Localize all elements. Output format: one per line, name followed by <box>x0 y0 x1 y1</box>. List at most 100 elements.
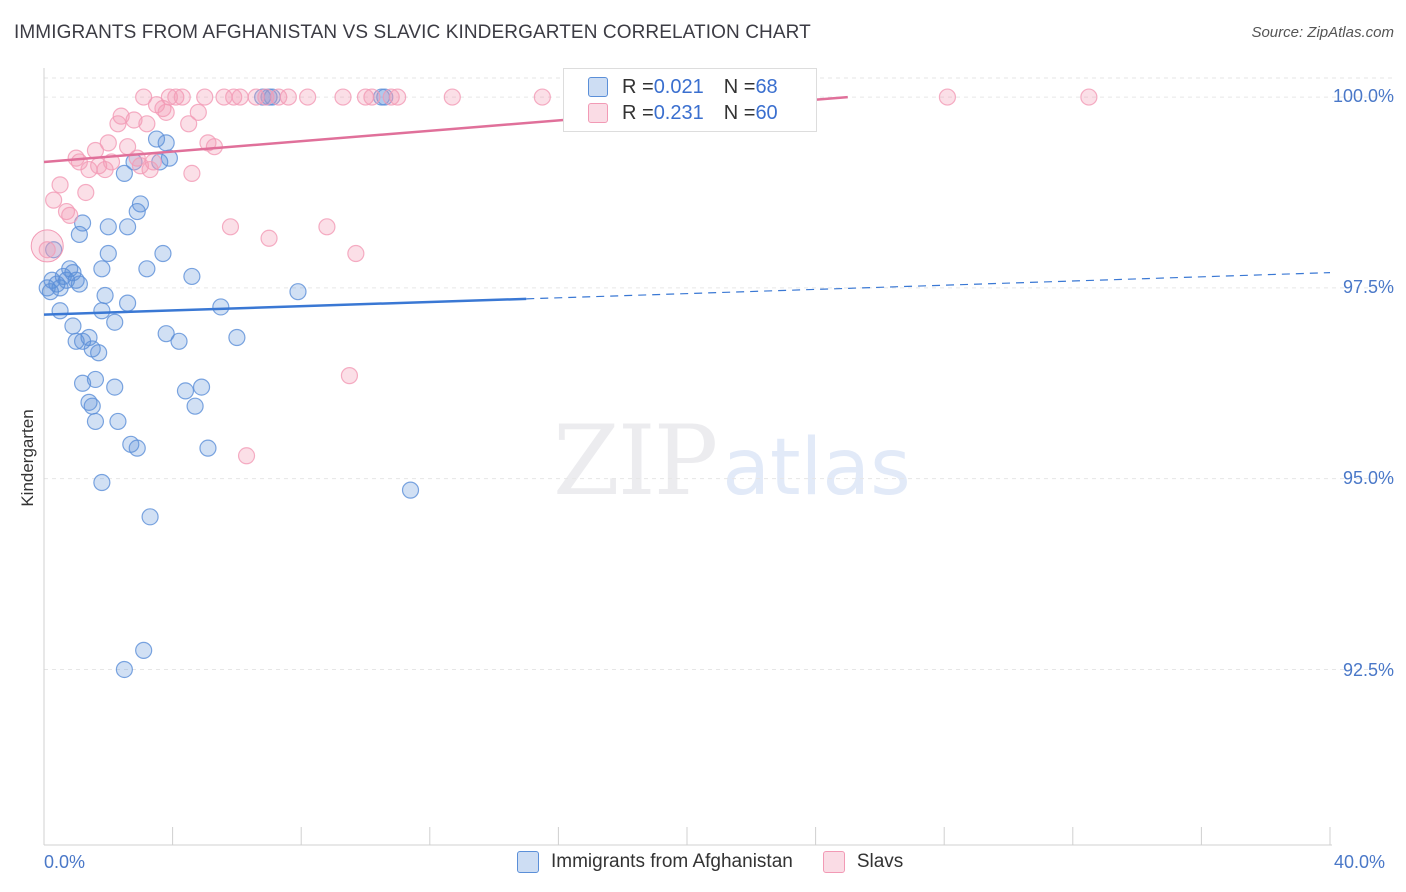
afghanistan-point-34 <box>109 412 127 431</box>
slavs-point-50 <box>347 244 365 263</box>
slavs-point-19 <box>131 157 150 175</box>
afghanistan-point-29 <box>96 286 114 305</box>
afghanistan-point-21 <box>83 397 101 415</box>
x-tick-label-min: 0.0% <box>44 852 86 872</box>
afghanistan-point-59 <box>212 298 230 316</box>
series-legend: Immigrants from Afghanistan Slavs <box>517 851 933 873</box>
chart-title: IMMIGRANTS FROM AFGHANISTAN VS SLAVIC KI… <box>14 22 811 43</box>
y-tick-label-97-5: 97.5% <box>1342 277 1394 297</box>
slavs-point-0 <box>38 241 56 259</box>
afghanistan-point-67 <box>401 481 420 499</box>
afghanistan-point-56 <box>186 397 204 415</box>
afghanistan-point-23 <box>86 370 105 389</box>
slavs-point-26 <box>157 103 175 121</box>
legend-swatch-slavs <box>822 851 845 873</box>
afghanistan-point-47 <box>147 130 166 148</box>
afghanistan-point-44 <box>135 641 153 659</box>
watermark-zip: ZIP <box>553 405 718 517</box>
slavs-point-27 <box>160 88 178 106</box>
slavs-point-58 <box>938 88 957 106</box>
legend-n-value: 68 <box>755 75 778 98</box>
afghanistan-point-33 <box>106 378 124 396</box>
slavs-point-40 <box>237 447 256 465</box>
slavs-point-47 <box>318 218 336 236</box>
afghanistan-point-31 <box>99 218 117 236</box>
slavs-point-17 <box>125 111 143 129</box>
legend-n-value: 60 <box>755 101 778 124</box>
slavs-point-23 <box>144 153 162 171</box>
y-tick-label-95: 95.0% <box>1342 468 1394 488</box>
afghanistan-point-19 <box>73 374 92 392</box>
slavs-point-1 <box>45 191 63 209</box>
afghanistan-point-38 <box>118 218 137 236</box>
legend-r-label: R = <box>622 101 654 124</box>
afghanistan-point-28 <box>93 260 111 278</box>
slavs-point-4 <box>61 206 79 224</box>
afghanistan-point-3 <box>45 241 63 259</box>
slavs-point-30 <box>180 115 198 133</box>
slavs-point-56 <box>533 88 551 106</box>
afghanistan-point-51 <box>157 325 175 343</box>
legend-n-label: N = <box>723 75 756 98</box>
afghanistan-point-43 <box>131 195 150 213</box>
afghanistan-trend-dashed <box>526 272 1331 300</box>
afghanistan-point-11 <box>70 275 88 293</box>
correlation-legend: R = 0.021 N = 68 R = 0.231 N = 60 <box>563 68 817 132</box>
slavs-point-2 <box>51 176 69 194</box>
y-tick-label-100: 100.0% <box>1332 86 1394 106</box>
source-label: Source: ZipAtlas.com <box>1251 24 1394 41</box>
slavs-point-20 <box>135 88 153 106</box>
legend-r-label: R = <box>622 75 654 98</box>
legend-r-value: 0.231 <box>653 101 704 124</box>
slavs-point-59 <box>1080 88 1098 106</box>
y-axis-label: Kindergarten <box>18 409 37 507</box>
slavs-point-37 <box>221 218 240 236</box>
watermark-atlas: atlas <box>722 423 911 513</box>
afghanistan-point-27 <box>93 302 111 320</box>
legend-label-slavs: Slavs <box>856 851 904 872</box>
slavs-point-42 <box>257 88 275 106</box>
afghanistan-point-18 <box>90 344 108 362</box>
afghanistan-point-60 <box>228 328 246 347</box>
afghanistan-point-46 <box>141 508 159 526</box>
legend-item-slavs[interactable]: Slavs <box>822 851 904 873</box>
slavs-point-21 <box>138 115 156 133</box>
legend-label-afghanistan: Immigrants from Afghanistan <box>551 851 793 872</box>
slavs-point-48 <box>334 88 352 106</box>
slavs-point-12 <box>99 134 117 152</box>
slavs-point-44 <box>270 88 288 106</box>
slavs-point-32 <box>189 103 207 121</box>
legend-swatch-slavs <box>588 103 608 123</box>
afghanistan-point-30 <box>99 244 117 263</box>
afghanistan-trend-line <box>43 297 527 316</box>
legend-item-afghanistan[interactable]: Immigrants from Afghanistan <box>517 851 793 873</box>
afghanistan-point-54 <box>176 382 195 400</box>
slavs-point-38 <box>225 88 243 106</box>
legend-n-label: N = <box>723 101 756 124</box>
afghanistan-point-12 <box>51 302 69 320</box>
legend-row-slavs: R = 0.231 N = 60 <box>588 101 778 125</box>
afghanistan-point-55 <box>183 267 201 286</box>
slavs-point-52 <box>363 88 381 106</box>
afghanistan-point-26 <box>73 214 92 232</box>
watermark: ZIPatlas <box>553 405 911 517</box>
afghanistan-point-58 <box>199 439 217 457</box>
slavs-point-49 <box>340 367 359 385</box>
afghanistan-point-37 <box>118 294 137 312</box>
afghanistan-point-35 <box>115 164 133 182</box>
slavs-point-46 <box>299 88 317 106</box>
slavs-point-45 <box>279 88 297 106</box>
slavs-point-41 <box>247 88 265 106</box>
legend-swatch-afghanistan <box>588 77 608 97</box>
slavs-point-28 <box>167 88 185 106</box>
slavs-point-53 <box>382 88 400 106</box>
slavs-point-39 <box>231 88 249 106</box>
slavs-point-55 <box>443 88 461 106</box>
legend-row-afghanistan: R = 0.021 N = 68 <box>588 75 778 99</box>
slavs-point-51 <box>356 88 375 106</box>
afghanistan-point-57 <box>192 378 211 396</box>
afghanistan-point-41 <box>128 439 146 457</box>
afghanistan-point-22 <box>86 412 105 431</box>
slavs-point-29 <box>173 88 191 106</box>
